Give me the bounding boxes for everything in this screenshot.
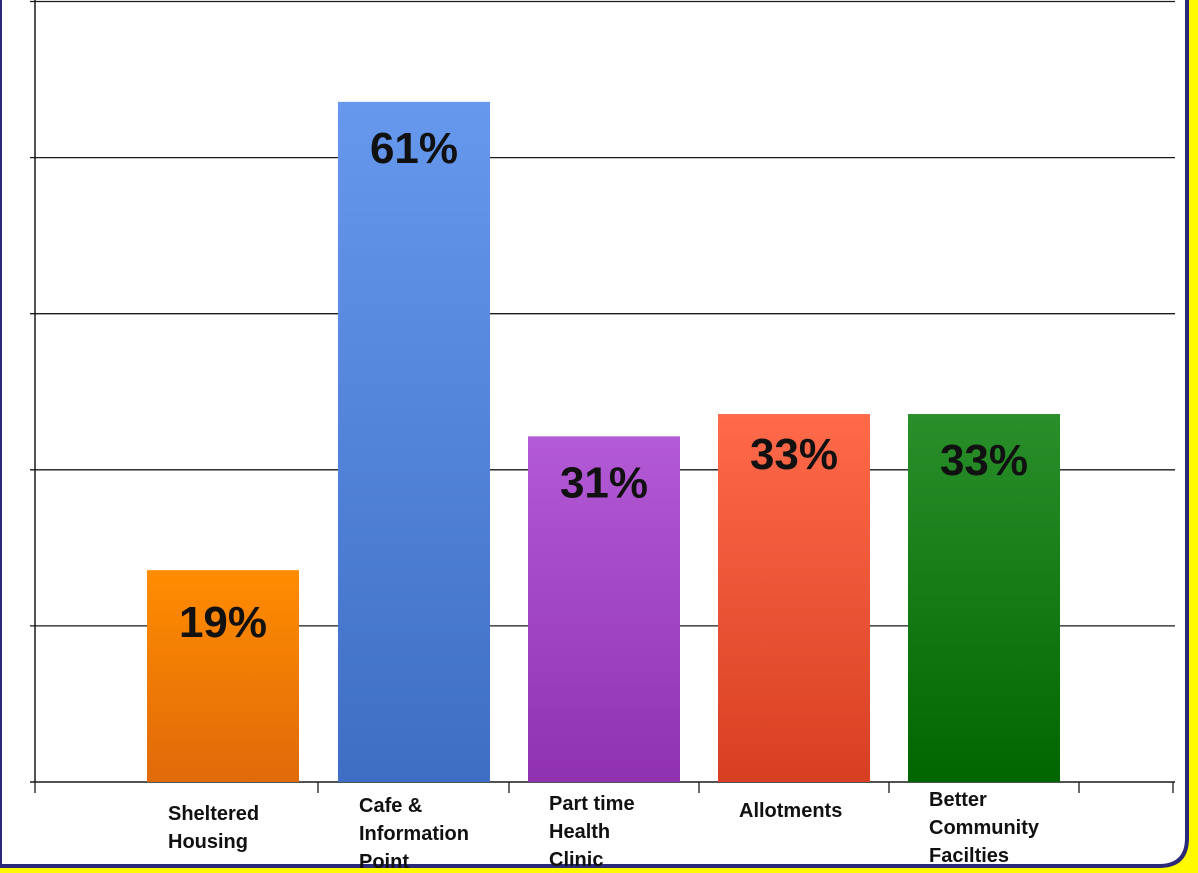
category-label: Clinic — [549, 849, 603, 871]
category-label: Sheltered — [168, 803, 259, 825]
data-label: 31% — [560, 458, 648, 507]
data-label: 33% — [750, 430, 838, 479]
category-label: Facilties — [929, 845, 1009, 867]
category-label: Cafe & — [359, 795, 422, 817]
bar — [908, 414, 1060, 782]
data-label: 61% — [370, 124, 458, 173]
category-label: Allotments — [739, 800, 842, 822]
category-labels: Sheltered Housing Cafe & Information Point Pa… — [168, 789, 1040, 873]
category-label: Part time — [549, 793, 635, 815]
bars — [147, 101, 1060, 783]
category-label: Health — [549, 821, 610, 843]
bar — [338, 101, 490, 783]
bar — [718, 414, 870, 782]
category-label: Information — [359, 823, 469, 845]
category-label: Housing — [168, 831, 248, 853]
category-label: Better — [929, 789, 987, 811]
category-label: Community — [929, 817, 1040, 839]
bar — [147, 570, 299, 782]
category-label: Point — [359, 851, 409, 873]
bar — [528, 436, 680, 782]
bar-labels: 19% 61% 31% 33% 33% — [179, 124, 1028, 647]
data-label: 19% — [179, 598, 267, 647]
data-label: 33% — [940, 436, 1028, 485]
